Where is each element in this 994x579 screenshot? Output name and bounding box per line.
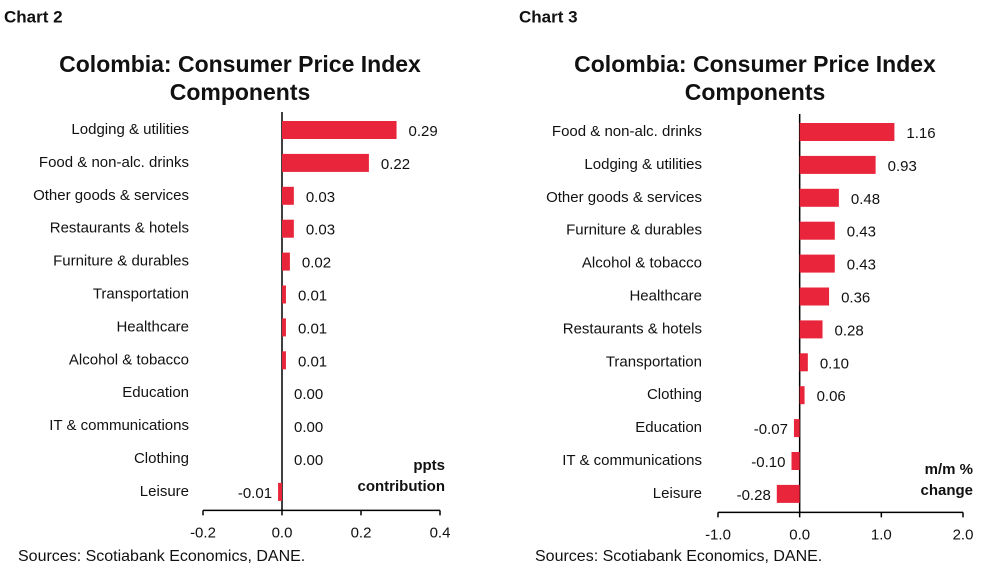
value-label: 0.00 [294, 419, 323, 436]
category-label: Restaurants & hotels [50, 220, 189, 237]
value-label: -0.28 [737, 487, 771, 504]
bar [799, 221, 835, 240]
value-label: 0.01 [298, 320, 327, 337]
category-label: Transportation [606, 353, 702, 370]
value-label: 0.43 [847, 257, 876, 274]
bar [282, 121, 397, 139]
value-label: 0.03 [306, 189, 335, 206]
source: Sources: Scotiabank Economics, DANE. [535, 548, 822, 565]
category-label: Education [122, 384, 189, 401]
chart-title: Components [685, 79, 826, 105]
category-label: Furniture & durables [53, 253, 189, 270]
annotation: change [920, 482, 973, 499]
chart-title: Colombia: Consumer Price Index [574, 51, 936, 77]
value-label: 0.01 [298, 287, 327, 304]
value-label: 0.02 [302, 255, 331, 272]
category-label: Other goods & services [33, 187, 189, 204]
value-label: 0.93 [888, 158, 917, 175]
bar [799, 254, 835, 273]
x-tick-label: 0.2 [351, 524, 372, 541]
category-label: Lodging & utilities [71, 121, 189, 138]
x-tick-label: 0.0 [272, 524, 293, 541]
bar [799, 123, 895, 141]
value-label: 1.16 [906, 125, 935, 142]
value-label: 0.01 [298, 353, 327, 370]
category-label: Leisure [140, 483, 189, 500]
value-label: -0.01 [238, 485, 272, 502]
category-label: Transportation [93, 285, 189, 302]
x-tick-label: 1.0 [871, 526, 892, 543]
value-label: -0.07 [754, 421, 788, 438]
bar [799, 386, 805, 405]
category-label: Restaurants & hotels [563, 320, 702, 337]
x-tick-label: -1.0 [705, 526, 731, 543]
chart-label: Chart 3 [519, 7, 578, 26]
bar [282, 285, 286, 304]
x-tick-label: 2.0 [953, 526, 974, 543]
value-label: 0.00 [294, 452, 323, 469]
category-label: Lodging & utilities [584, 156, 702, 173]
chart-title: Colombia: Consumer Price Index [59, 51, 421, 77]
value-label: 0.00 [294, 386, 323, 403]
bar [799, 320, 823, 339]
category-label: Food & non-alc. drinks [552, 123, 702, 140]
category-label: Alcohol & tobacco [582, 255, 702, 272]
bar [278, 482, 282, 501]
category-label: IT & communications [49, 417, 189, 434]
value-label: 0.10 [820, 355, 849, 372]
value-label: 0.48 [851, 191, 880, 208]
bar [282, 153, 369, 172]
annotation: contribution [358, 478, 445, 495]
chart-label: Chart 2 [4, 7, 63, 26]
value-label: -0.10 [751, 454, 785, 471]
bar [282, 351, 286, 370]
bar [282, 186, 294, 205]
annotation: ppts [413, 457, 445, 474]
category-label: Clothing [134, 450, 189, 467]
value-label: 0.03 [306, 222, 335, 239]
category-label: Other goods & services [546, 189, 702, 206]
annotation: m/m % [925, 461, 973, 478]
category-label: Leisure [653, 485, 702, 502]
category-label: Education [635, 419, 702, 436]
bar [791, 452, 800, 470]
source: Sources: Scotiabank Economics, DANE. [18, 548, 305, 565]
bar [799, 188, 839, 207]
value-label: 0.28 [835, 322, 864, 339]
bar [776, 484, 800, 503]
category-label: Healthcare [629, 287, 702, 304]
x-tick-label: 0.0 [789, 526, 810, 543]
value-label: 0.22 [381, 156, 410, 173]
bar [282, 219, 294, 238]
bar [282, 318, 286, 337]
bar [793, 419, 800, 438]
x-tick-label: 0.4 [430, 524, 451, 541]
chart-title: Components [170, 79, 311, 105]
category-label: Clothing [647, 386, 702, 403]
bar [799, 287, 830, 306]
category-label: Food & non-alc. drinks [39, 154, 189, 171]
bar [282, 252, 290, 271]
bar [799, 155, 876, 174]
value-label: 0.29 [409, 123, 438, 140]
value-label: 0.43 [847, 224, 876, 241]
bar [799, 353, 808, 372]
category-label: IT & communications [562, 452, 702, 469]
category-label: Furniture & durables [566, 222, 702, 239]
x-tick-label: -0.2 [190, 524, 216, 541]
value-label: 0.06 [817, 388, 846, 405]
category-label: Alcohol & tobacco [69, 351, 189, 368]
category-label: Healthcare [116, 318, 189, 335]
value-label: 0.36 [841, 289, 870, 306]
